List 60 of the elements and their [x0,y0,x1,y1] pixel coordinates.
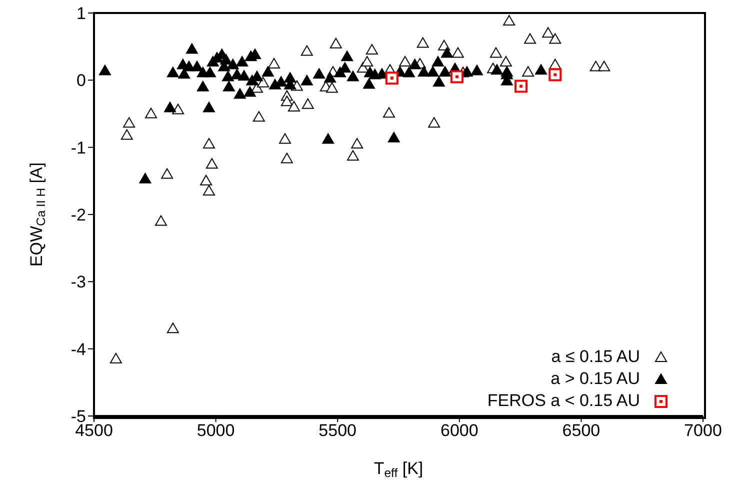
x-tick-label: 5000 [196,421,235,440]
point [120,129,133,140]
point [278,133,291,144]
point [514,80,528,93]
x-tick-label: 6000 [440,421,478,440]
point [288,101,300,112]
point [351,138,364,148]
point [280,96,293,106]
point [361,56,374,67]
legend-label: a ≤ 0.15 AU [551,347,640,367]
y-tick-label: -4 [70,340,86,359]
y-tick-label: -1 [70,138,86,158]
x-tick-label: 7000 [684,421,722,440]
point [166,322,179,334]
point [542,27,554,38]
point [202,138,215,148]
x-tick-label: 5500 [318,421,357,440]
x-axis-title: T$_{eff}$ [K] [374,459,424,480]
point [346,150,359,161]
point [500,56,512,67]
point [300,45,313,56]
point [161,168,174,179]
point [548,68,562,82]
point [110,352,122,364]
point [145,108,157,118]
point [450,70,464,84]
y-tick-label: -2 [70,206,86,225]
point [399,56,412,67]
point [383,107,395,118]
point [522,66,534,77]
point [257,76,270,88]
point [252,111,265,122]
y-tick-label: 0 [76,71,86,90]
point [154,215,167,226]
point [366,44,378,54]
point [280,152,293,164]
point [503,15,516,26]
point [172,104,184,114]
point [268,58,280,69]
point [302,98,314,109]
x-tick-label: 4500 [75,421,113,440]
point [490,47,502,58]
y-tick-label: 1 [76,4,86,24]
legend-label: a > 0.15 AU [550,369,640,389]
y-tick-label: -3 [70,272,86,292]
point [452,47,464,58]
point [326,82,338,93]
legend-label: FEROS a < 0.15 AU [487,391,640,411]
point [123,117,136,128]
point [385,72,398,85]
point [428,117,440,128]
x-tick-label: 6500 [562,421,600,440]
point [598,60,610,72]
point [524,33,536,44]
point [206,158,218,169]
point [202,184,215,196]
point [549,33,562,44]
point [200,174,212,186]
point [416,37,429,48]
point [330,38,342,48]
